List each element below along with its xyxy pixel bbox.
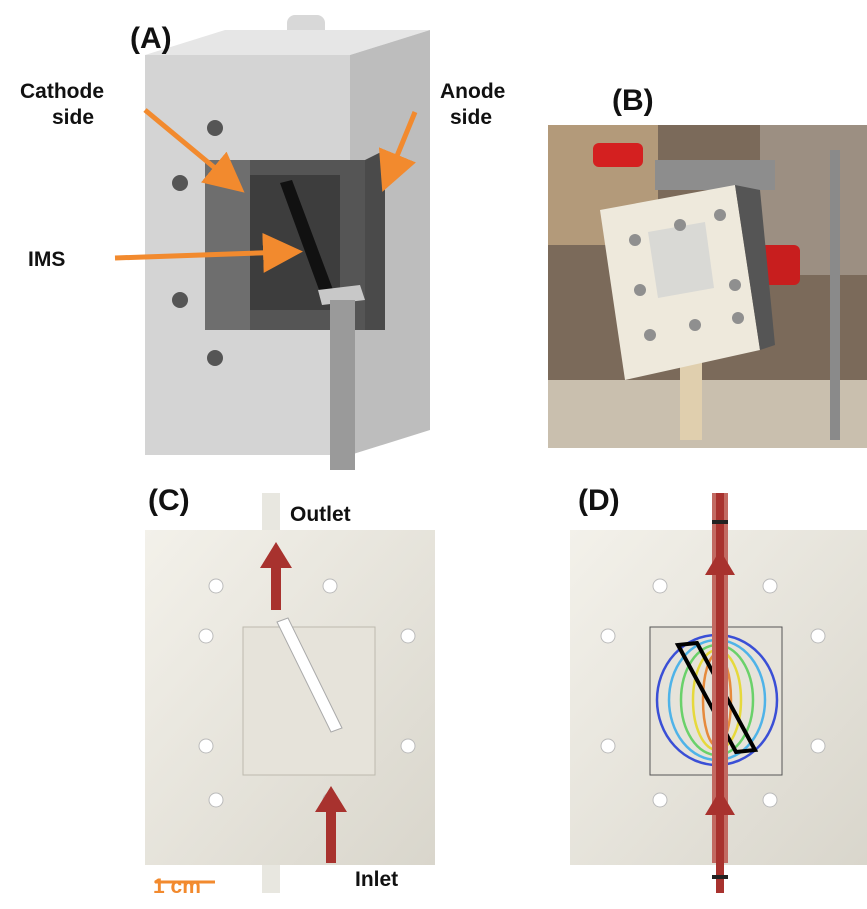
panel-a-render [114,15,430,470]
annotation: side [52,106,94,129]
annotation: Cathode [20,80,104,103]
panel-d-plate [570,493,867,893]
panel-label: (D) [578,484,620,517]
annotation: Inlet [355,868,398,891]
panel-label: (B) [612,84,654,117]
panel-b-photo [548,125,867,448]
panel-label: (A) [130,22,172,55]
annotation: IMS [28,248,65,271]
annotation: Outlet [290,503,351,526]
scale-bar-label: 1 cm [153,875,201,898]
panel-label: (C) [148,484,190,517]
panel-c-plate [145,493,435,893]
annotation: Anode [440,80,505,103]
annotation: side [450,106,492,129]
